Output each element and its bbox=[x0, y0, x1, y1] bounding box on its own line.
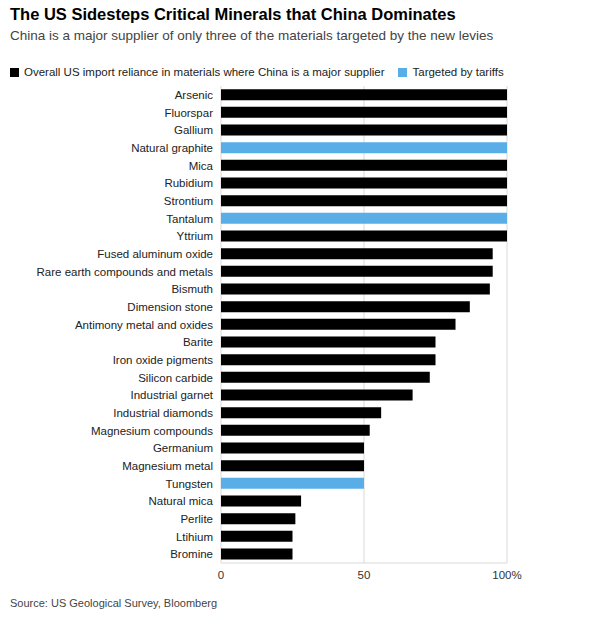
svg-text:Iron oxide pigments: Iron oxide pigments bbox=[113, 354, 214, 366]
svg-text:Industrial garnet: Industrial garnet bbox=[131, 389, 214, 401]
svg-text:Fused aluminum oxide: Fused aluminum oxide bbox=[97, 248, 213, 260]
html-text:Overall US import reliance in: Overall US import reliance in materials … bbox=[24, 66, 385, 78]
svg-text:Magnesium metal: Magnesium metal bbox=[122, 460, 213, 472]
svg-text:Tantalum: Tantalum bbox=[166, 213, 213, 225]
svg-text:Perlite: Perlite bbox=[180, 513, 213, 525]
svg-text:Yttrium: Yttrium bbox=[177, 230, 213, 242]
svg-text:Natural mica: Natural mica bbox=[148, 495, 213, 507]
svg-text:Dimension stone: Dimension stone bbox=[127, 301, 213, 313]
svg-text:Silicon carbide: Silicon carbide bbox=[138, 372, 213, 384]
svg-text:Arsenic: Arsenic bbox=[175, 89, 214, 101]
svg-text:Natural graphite: Natural graphite bbox=[131, 142, 213, 154]
html-text:Targeted by tariffs: Targeted by tariffs bbox=[412, 66, 504, 78]
svg-text:Tungsten: Tungsten bbox=[165, 478, 213, 490]
svg-text:Bromine: Bromine bbox=[170, 548, 213, 560]
svg-text:Ltihium: Ltihium bbox=[176, 531, 213, 543]
svg-text:Bismuth: Bismuth bbox=[171, 283, 213, 295]
svg-text:Fluorspar: Fluorspar bbox=[164, 107, 213, 119]
html-text:China is a major supplier of o: China is a major supplier of only three … bbox=[10, 28, 494, 43]
svg-text:Rubidium: Rubidium bbox=[164, 177, 213, 189]
svg-text:Barite: Barite bbox=[183, 336, 213, 348]
svg-text:100%: 100% bbox=[492, 569, 521, 581]
svg-text:0: 0 bbox=[218, 569, 224, 581]
html-text:Source: US Geological Survey,: Source: US Geological Survey, Bloomberg bbox=[10, 597, 218, 609]
svg-text:Strontium: Strontium bbox=[164, 195, 213, 207]
svg-text:Gallium: Gallium bbox=[174, 124, 213, 136]
svg-text:Mica: Mica bbox=[189, 160, 214, 172]
svg-text:Rare earth compounds and metal: Rare earth compounds and metals bbox=[37, 266, 214, 278]
svg-text:Antimony metal and oxides: Antimony metal and oxides bbox=[75, 319, 213, 331]
svg-text:50: 50 bbox=[358, 569, 371, 581]
html-text:The US Sidesteps Critical Mine: The US Sidesteps Critical Minerals that … bbox=[10, 5, 456, 23]
svg-text:Industrial diamonds: Industrial diamonds bbox=[113, 407, 213, 419]
svg-text:Magnesium compounds: Magnesium compounds bbox=[91, 425, 213, 437]
svg-text:Germanium: Germanium bbox=[153, 442, 213, 454]
